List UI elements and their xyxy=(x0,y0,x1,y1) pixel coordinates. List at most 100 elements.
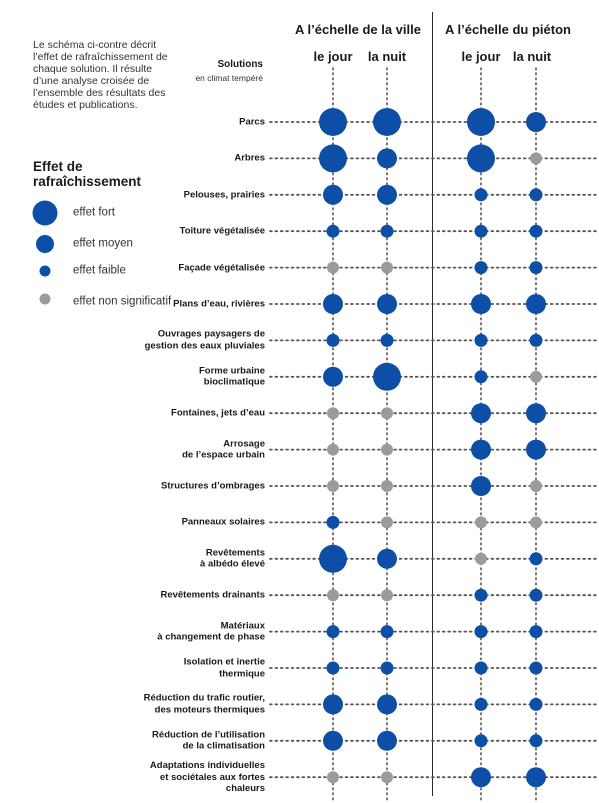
effect-dot-pieton-nuit-faible xyxy=(529,188,543,202)
effect-dot-ville-jour-non xyxy=(327,407,339,420)
row-label: Revêtements drainants xyxy=(160,589,265,601)
effect-dot-ville-jour-faible xyxy=(326,333,340,347)
row-label: Toiture végétalisée xyxy=(179,225,265,237)
effect-dot-pieton-nuit-faible xyxy=(529,588,543,602)
effect-dot-pieton-jour-faible xyxy=(474,333,488,347)
effect-dot-ville-nuit-moyen xyxy=(377,184,397,205)
effect-dot-ville-nuit-faible xyxy=(380,661,394,675)
effect-dot-pieton-nuit-moyen xyxy=(526,294,546,314)
scale-divider xyxy=(432,12,433,796)
effect-dot-ville-nuit-moyen xyxy=(377,730,397,751)
legend-item-fort: effet fort xyxy=(32,198,183,228)
effect-dot-ville-nuit-faible xyxy=(380,625,394,639)
effect-dot-ville-jour-faible xyxy=(326,661,340,675)
row-label: Ouvrages paysagers de gestion des eaux p… xyxy=(144,328,265,352)
effect-dot-ville-jour-non xyxy=(327,443,339,456)
legend-item-faible: effet faible xyxy=(33,256,183,286)
row-label: Plans d’eau, rivières xyxy=(173,298,265,310)
effect-dot-ville-nuit-non xyxy=(381,443,393,456)
solutions-header: Solutions xyxy=(217,59,263,70)
effect-dot-pieton-nuit-faible xyxy=(529,552,543,566)
effect-dot-pieton-jour-moyen xyxy=(471,767,491,788)
row-label: Arrosage de l’espace urbain xyxy=(182,438,265,461)
effect-dot-ville-nuit-moyen xyxy=(377,694,397,715)
effect-dot-ville-jour-moyen xyxy=(323,294,343,314)
period-pieton-nuit: la nuit xyxy=(512,49,552,64)
legend-dot-moyen xyxy=(36,235,54,253)
effect-dot-pieton-jour-moyen xyxy=(471,439,491,460)
effect-dot-ville-nuit-faible xyxy=(380,224,394,238)
row-label: Réduction du trafic routier, des moteurs… xyxy=(143,692,265,716)
legend-title: Effet de rafraîchissement xyxy=(33,159,142,189)
effect-dot-ville-nuit-non xyxy=(381,771,393,784)
effect-dot-ville-jour-fort xyxy=(319,108,347,136)
effect-dot-ville-jour-non xyxy=(327,480,339,492)
effect-dot-pieton-nuit-faible xyxy=(529,224,543,238)
effect-dot-ville-nuit-faible xyxy=(380,333,394,347)
effect-dot-pieton-nuit-faible xyxy=(529,661,543,675)
scale-title-ville: A l’échelle de la ville xyxy=(295,22,421,37)
effect-dot-pieton-nuit-faible xyxy=(529,261,543,275)
row-label: Réduction de l’utilisation de la climati… xyxy=(152,729,265,752)
row-label: Isolation et inertie thermique xyxy=(183,656,265,680)
effect-dot-ville-nuit-non xyxy=(381,407,393,420)
effect-dot-pieton-jour-faible xyxy=(474,588,488,602)
effect-dot-pieton-jour-faible xyxy=(474,188,488,202)
effect-dot-ville-jour-moyen xyxy=(323,694,343,715)
effect-dot-pieton-jour-faible xyxy=(474,224,488,238)
effect-dot-pieton-nuit-non xyxy=(530,370,542,383)
row-label: Panneaux solaires xyxy=(181,516,265,528)
effect-dot-pieton-jour-moyen xyxy=(471,476,491,496)
row-label: Adaptations individuelles et sociétales … xyxy=(149,759,265,794)
effect-dot-ville-jour-faible xyxy=(326,224,340,238)
effect-dot-ville-nuit-moyen xyxy=(377,148,397,169)
effect-dot-pieton-nuit-non xyxy=(530,516,542,529)
period-ville-nuit: la nuit xyxy=(367,49,407,64)
effect-dot-ville-jour-moyen xyxy=(323,730,343,751)
effect-dot-pieton-jour-faible xyxy=(474,261,488,275)
effect-dot-pieton-nuit-faible xyxy=(529,625,543,639)
period-ville-jour: le jour xyxy=(313,49,353,64)
row-label: Parcs xyxy=(239,116,265,128)
effect-dot-pieton-jour-fort xyxy=(467,144,495,173)
row-label: Structures d’ombrages xyxy=(161,480,265,492)
legend-item-non: effet non significatif xyxy=(33,287,183,317)
effect-dot-pieton-jour-faible xyxy=(474,697,488,711)
effect-dot-pieton-jour-moyen xyxy=(471,403,491,424)
row-label: Fontaines, jets d’eau xyxy=(171,407,265,419)
effect-dot-ville-nuit-non xyxy=(381,516,393,529)
effect-dot-ville-nuit-moyen xyxy=(377,548,397,569)
effect-dot-ville-jour-fort xyxy=(319,544,347,573)
effect-dot-pieton-nuit-moyen xyxy=(526,112,546,132)
effect-dot-ville-jour-faible xyxy=(326,515,340,529)
effect-dot-ville-jour-non xyxy=(327,261,339,274)
effect-dot-pieton-jour-faible xyxy=(474,370,488,384)
row-label: Façade végétalisée xyxy=(178,261,265,273)
effect-dot-ville-jour-faible xyxy=(326,625,340,639)
solutions-subtitle: en climat tempéré xyxy=(195,73,263,83)
effect-dot-ville-nuit-non xyxy=(381,480,393,492)
legend-label-fort: effet fort xyxy=(73,206,115,219)
legend-label-faible: effet faible xyxy=(73,264,126,277)
scale-title-pieton: A l’échelle du piéton xyxy=(445,22,571,37)
legend-label-moyen: effet moyen xyxy=(73,237,133,250)
legend-label-non: effet non significatif xyxy=(73,295,172,308)
row-label: Pelouses, prairies xyxy=(183,189,265,201)
effect-dot-ville-jour-fort xyxy=(319,144,347,173)
effect-dot-ville-nuit-non xyxy=(381,589,393,602)
effect-dot-pieton-nuit-moyen xyxy=(526,767,546,788)
legend-dot-non xyxy=(39,293,51,305)
effect-dot-pieton-jour-faible xyxy=(474,661,488,675)
effect-dot-ville-nuit-fort xyxy=(373,362,401,391)
row-label: Arbres xyxy=(234,152,265,164)
legend-dot-faible xyxy=(39,265,51,277)
legend-dot-fort xyxy=(32,200,58,226)
effect-dot-ville-jour-non xyxy=(327,771,339,784)
effect-dot-ville-nuit-fort xyxy=(373,108,401,136)
effect-dot-pieton-nuit-faible xyxy=(529,333,543,347)
row-label: Revêtements à albédo élevé xyxy=(200,547,265,570)
effect-dot-pieton-nuit-moyen xyxy=(526,403,546,424)
effect-dot-ville-nuit-moyen xyxy=(377,294,397,314)
